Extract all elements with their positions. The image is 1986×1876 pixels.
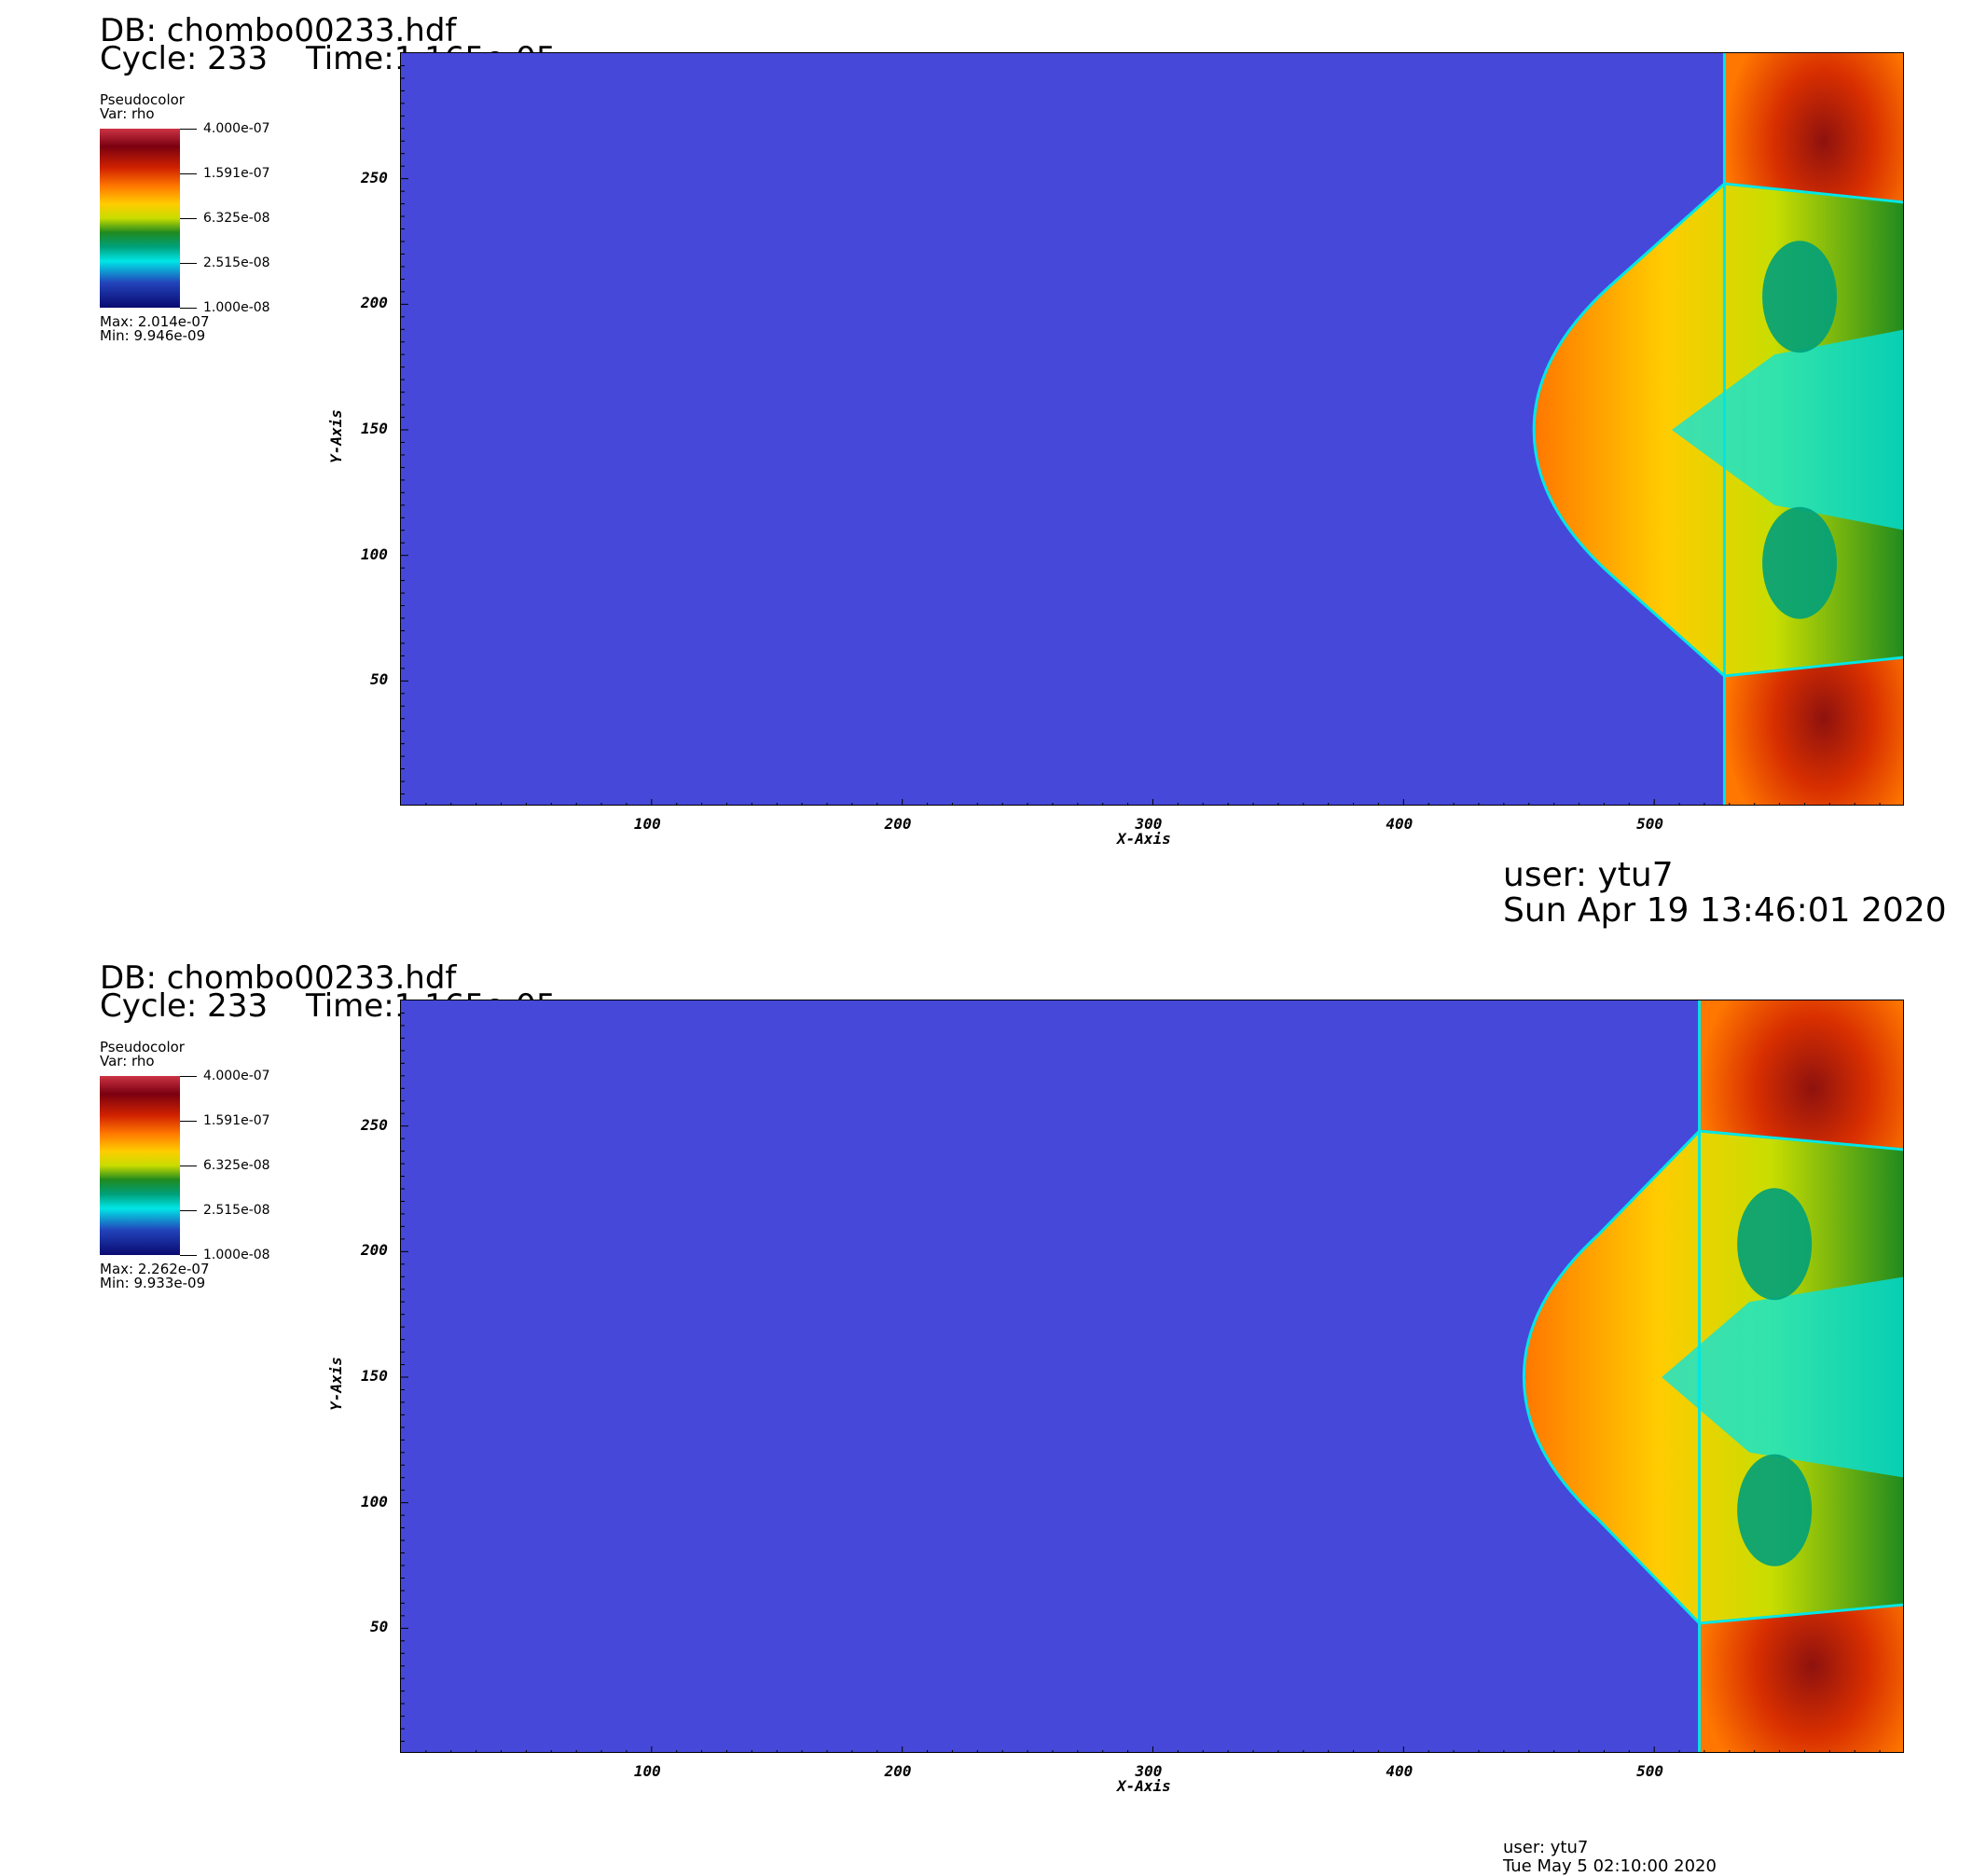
colorbar <box>100 129 180 308</box>
x-tick-label: 200 <box>884 815 912 833</box>
x-tick-label: 300 <box>1135 815 1163 833</box>
low-density-cavity <box>1662 1276 1903 1478</box>
vortex-upper <box>1737 1188 1813 1301</box>
y-tick-label: 150 <box>361 420 388 437</box>
colorbar-label: 2.515e-08 <box>203 255 270 270</box>
colorbar-label: 6.325e-08 <box>203 211 270 226</box>
y-tick-label: 100 <box>361 1492 388 1510</box>
y-tick-label: 200 <box>361 1241 388 1260</box>
density-heatmap <box>401 53 1903 805</box>
legend-plot-type: Pseudocolor <box>100 91 185 108</box>
x-axis-title: X-Axis <box>1117 830 1171 848</box>
y-tick-label: 250 <box>361 1115 388 1134</box>
colorbar-tick <box>180 129 197 130</box>
legend-min: Min: 9.933e-09 <box>100 1275 206 1291</box>
colorbar-legend: Pseudocolor Var: rho 4.000e-07 1.591e-07… <box>100 93 342 373</box>
y-tick-label: 250 <box>361 168 388 186</box>
colorbar-label: 1.591e-07 <box>203 166 270 181</box>
colorbar-tick <box>180 308 197 309</box>
x-tick-label: 100 <box>633 1762 661 1780</box>
x-tick-label: 400 <box>1386 815 1414 833</box>
vortex-upper <box>1762 241 1838 353</box>
colorbar-label: 2.515e-08 <box>203 1203 270 1218</box>
colorbar-tick <box>180 1121 197 1122</box>
colorbar-tick <box>180 173 197 174</box>
db-label: DB: chombo00233.hdf <box>100 959 457 997</box>
y-axis-title: Y-Axis <box>326 1357 345 1411</box>
colorbar <box>100 1076 180 1255</box>
user-label: user: ytu7 <box>1503 856 1674 894</box>
x-tick-label: 500 <box>1636 1762 1664 1780</box>
y-tick-label: 200 <box>361 294 388 312</box>
colorbar-label: 4.000e-07 <box>203 1069 270 1083</box>
x-tick-label: 500 <box>1636 815 1664 833</box>
x-tick-label: 300 <box>1135 1762 1163 1780</box>
density-heatmap <box>401 1000 1903 1752</box>
visit-panel-1: DB: chombo00233.hdf Cycle: 233 Time:1.16… <box>0 15 1986 947</box>
vortex-lower <box>1762 506 1838 619</box>
colorbar-label: 1.591e-07 <box>203 1113 270 1128</box>
y-axis-title: Y-Axis <box>326 409 345 463</box>
x-axis-title: X-Axis <box>1117 1777 1171 1795</box>
colorbar-tick <box>180 263 197 264</box>
cycle-label: Cycle: 233 <box>100 40 269 77</box>
colorbar-label: 4.000e-07 <box>203 121 270 136</box>
colorbar-tick <box>180 1255 197 1256</box>
colorbar-label: 1.000e-08 <box>203 300 270 315</box>
low-density-cavity <box>1671 329 1903 531</box>
colorbar-label: 6.325e-08 <box>203 1158 270 1173</box>
x-tick-label: 100 <box>633 815 661 833</box>
legend-variable: Var: rho <box>100 1053 155 1069</box>
density-plot-area <box>400 1000 1904 1753</box>
vortex-lower <box>1737 1454 1813 1566</box>
visit-panel-2: DB: chombo00233.hdf Cycle: 233 Time:1.16… <box>0 962 1986 1876</box>
legend-max: Max: 2.014e-07 <box>100 313 210 330</box>
legend-min: Min: 9.946e-09 <box>100 327 206 344</box>
colorbar-tick <box>180 1210 197 1211</box>
colorbar-tick <box>180 218 197 219</box>
y-tick-label: 150 <box>361 1367 388 1385</box>
db-label: DB: chombo00233.hdf <box>100 12 457 49</box>
colorbar-label: 1.000e-08 <box>203 1248 270 1262</box>
y-tick-label: 50 <box>370 1618 389 1636</box>
render-date: Tue May 5 02:10:00 2020 <box>1503 1856 1717 1876</box>
y-tick-label: 100 <box>361 545 388 563</box>
render-date: Sun Apr 19 13:46:01 2020 <box>1503 891 1947 930</box>
user-label: user: ytu7 <box>1503 1838 1589 1857</box>
legend-plot-type: Pseudocolor <box>100 1039 185 1055</box>
x-tick-label: 200 <box>884 1762 912 1780</box>
cycle-label: Cycle: 233 <box>100 987 269 1025</box>
legend-variable: Var: rho <box>100 105 155 122</box>
colorbar-legend: Pseudocolor Var: rho 4.000e-07 1.591e-07… <box>100 1041 342 1320</box>
density-plot-area <box>400 52 1904 806</box>
x-tick-label: 400 <box>1386 1762 1414 1780</box>
y-tick-label: 50 <box>370 670 389 689</box>
colorbar-tick <box>180 1076 197 1077</box>
legend-max: Max: 2.262e-07 <box>100 1261 210 1277</box>
